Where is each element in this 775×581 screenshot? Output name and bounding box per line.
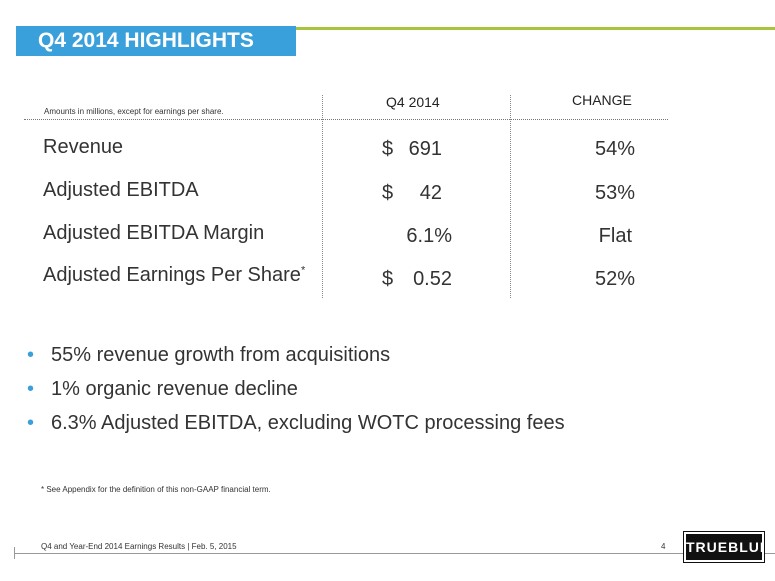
- row-label-adjusted-ebitda: Adjusted EBITDA: [43, 179, 199, 201]
- footnote: * See Appendix for the definition of thi…: [41, 485, 271, 494]
- list-item: • 1% organic revenue decline: [27, 378, 298, 400]
- footnote-marker: *: [300, 264, 306, 277]
- bullet-icon: •: [27, 378, 35, 400]
- row-label-adjusted-ebitda-margin: Adjusted EBITDA Margin: [43, 222, 265, 244]
- row-value-adjusted-eps: 0.52: [413, 268, 452, 290]
- column-header-q4: Q4 2014: [386, 94, 440, 110]
- row-value-adjusted-ebitda: 42: [419, 182, 442, 204]
- row-change-adjusted-eps: 52%: [594, 268, 635, 290]
- amounts-note: Amounts in millions, except for earnings…: [44, 107, 224, 116]
- row-value-revenue: 691: [408, 138, 442, 160]
- footer-tick: [14, 547, 15, 559]
- row-label-adjusted-eps: Adjusted Earnings Per Share*: [43, 264, 306, 286]
- row-change-adjusted-ebitda-margin: Flat: [598, 225, 632, 247]
- row-currency-adjusted-ebitda: $: [382, 182, 394, 204]
- page-number: 4: [661, 542, 666, 551]
- slide-title: Q4 2014 HIGHLIGHTS: [16, 26, 296, 56]
- row-value-adjusted-ebitda-margin: 6.1%: [406, 225, 452, 247]
- list-item: • 55% revenue growth from acquisitions: [27, 344, 391, 366]
- highlights-list: • 55% revenue growth from acquisitions • 1…: [27, 342, 565, 444]
- bullet-icon: •: [27, 344, 35, 366]
- row-change-revenue: 54%: [594, 138, 635, 160]
- row-label-revenue: Revenue: [43, 136, 124, 158]
- column-divider: [322, 95, 323, 298]
- title-accent-line: [296, 27, 775, 30]
- column-header-change: CHANGE: [572, 92, 632, 108]
- list-item: • 6.3% Adjusted EBITDA, excluding WOTC pr…: [27, 412, 565, 434]
- row-currency-revenue: $: [382, 138, 394, 160]
- header-divider: [24, 119, 668, 120]
- bullet-icon: •: [27, 412, 35, 434]
- row-change-adjusted-ebitda: 53%: [594, 182, 635, 204]
- footer-text: Q4 and Year-End 2014 Earnings Results | …: [41, 542, 237, 551]
- row-currency-adjusted-eps: $: [382, 268, 394, 290]
- footer-rule: [14, 553, 775, 554]
- column-divider: [510, 95, 511, 298]
- trueblue-logo: TRUEBLUE: [683, 531, 769, 563]
